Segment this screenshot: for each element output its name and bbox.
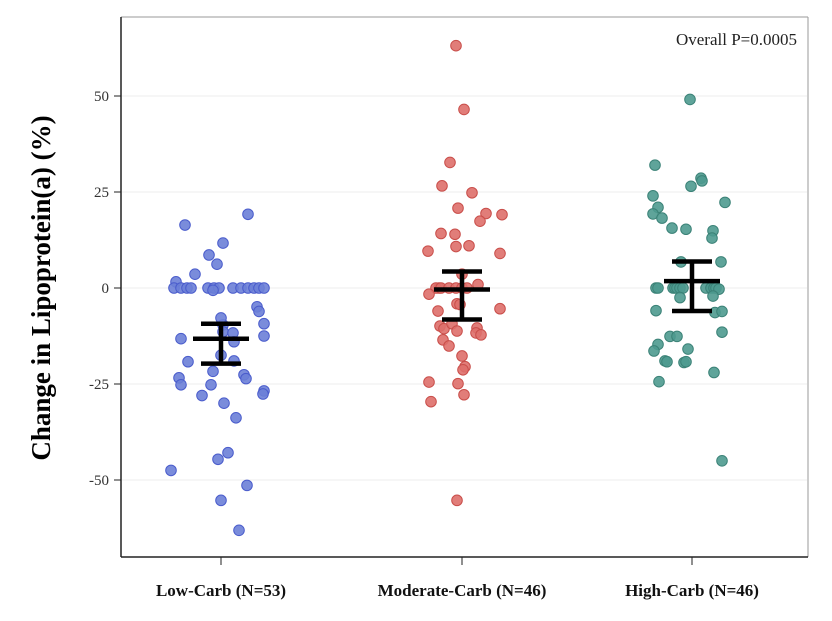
data-point-moderate-carb bbox=[475, 329, 487, 341]
error-bars bbox=[193, 259, 720, 366]
data-point-low-carb bbox=[175, 332, 187, 345]
data-point-moderate-carb bbox=[480, 207, 492, 220]
data-point-high-carb bbox=[652, 282, 664, 294]
data-point-low-carb bbox=[218, 397, 230, 410]
y-tick-label: -25 bbox=[89, 377, 109, 393]
data-point-high-carb bbox=[716, 305, 728, 318]
data-point-moderate-carb bbox=[422, 245, 434, 257]
data-point-high-carb bbox=[677, 282, 689, 294]
data-point-high-carb bbox=[650, 304, 662, 317]
data-point-high-carb bbox=[680, 223, 692, 236]
data-point-moderate-carb bbox=[435, 227, 447, 240]
data-point-moderate-carb bbox=[436, 180, 448, 192]
data-point-low-carb bbox=[165, 464, 177, 477]
data-point-moderate-carb bbox=[432, 305, 444, 317]
data-point-low-carb bbox=[203, 249, 215, 261]
data-point-low-carb bbox=[217, 237, 229, 249]
plot-frame bbox=[120, 16, 809, 558]
data-point-low-carb bbox=[196, 389, 208, 402]
data-point-high-carb bbox=[716, 455, 728, 467]
data-point-moderate-carb bbox=[449, 228, 461, 241]
y-tick-label: -50 bbox=[89, 473, 109, 489]
data-point-low-carb bbox=[233, 524, 245, 537]
data-point-moderate-carb bbox=[496, 208, 508, 221]
data-point-high-carb bbox=[707, 290, 719, 302]
data-point-low-carb bbox=[207, 365, 219, 378]
data-point-moderate-carb bbox=[494, 247, 506, 260]
data-point-moderate-carb bbox=[450, 240, 462, 253]
data-point-low-carb bbox=[205, 378, 217, 391]
data-point-high-carb bbox=[649, 159, 661, 171]
data-point-low-carb bbox=[179, 219, 191, 231]
y-tick-label: 50 bbox=[94, 89, 109, 105]
data-point-high-carb bbox=[685, 180, 697, 193]
data-point-high-carb bbox=[684, 93, 696, 106]
data-point-low-carb bbox=[241, 479, 253, 492]
data-point-high-carb bbox=[671, 330, 683, 343]
data-point-high-carb bbox=[680, 355, 692, 368]
data-points bbox=[165, 39, 731, 537]
data-point-high-carb bbox=[706, 232, 718, 244]
data-point-low-carb bbox=[182, 355, 194, 368]
data-point-low-carb bbox=[230, 411, 242, 424]
y-axis-ticks: -50 -25 0 25 50 bbox=[89, 89, 121, 489]
data-point-high-carb bbox=[661, 355, 673, 368]
data-point-low-carb bbox=[258, 330, 270, 342]
data-point-high-carb bbox=[674, 291, 686, 304]
data-point-moderate-carb bbox=[444, 156, 456, 169]
data-point-moderate-carb bbox=[458, 103, 470, 116]
data-point-low-carb bbox=[189, 268, 201, 280]
data-point-low-carb bbox=[258, 282, 270, 294]
data-point-high-carb bbox=[647, 190, 659, 202]
data-point-moderate-carb bbox=[451, 494, 463, 507]
data-point-low-carb bbox=[240, 372, 252, 385]
x-tick-label: Moderate-Carb (N=46) bbox=[378, 581, 547, 600]
data-point-moderate-carb bbox=[451, 325, 463, 337]
y-axis-label: Change in Lipoprotein(a) (%) bbox=[26, 115, 56, 460]
y-tick-label: 25 bbox=[94, 185, 109, 201]
data-point-moderate-carb bbox=[452, 202, 464, 214]
data-point-moderate-carb bbox=[466, 186, 478, 199]
data-point-moderate-carb bbox=[443, 340, 455, 352]
data-point-high-carb bbox=[715, 256, 727, 268]
data-point-high-carb bbox=[666, 222, 678, 234]
data-point-low-carb bbox=[242, 208, 254, 221]
data-point-moderate-carb bbox=[456, 350, 468, 362]
data-point-low-carb bbox=[185, 282, 197, 294]
data-point-low-carb bbox=[175, 378, 187, 391]
data-point-low-carb bbox=[253, 305, 265, 318]
data-point-high-carb bbox=[648, 345, 660, 357]
data-point-high-carb bbox=[656, 212, 668, 224]
data-point-moderate-carb bbox=[494, 302, 506, 315]
data-point-low-carb bbox=[215, 494, 227, 507]
data-point-high-carb bbox=[716, 326, 728, 338]
data-point-moderate-carb bbox=[452, 377, 464, 390]
x-tick-label: Low-Carb (N=53) bbox=[156, 581, 286, 600]
data-point-moderate-carb bbox=[425, 395, 437, 408]
data-point-high-carb bbox=[696, 175, 708, 187]
data-point-high-carb bbox=[682, 343, 694, 355]
y-tick-label: 0 bbox=[102, 281, 110, 297]
data-point-low-carb bbox=[258, 317, 270, 330]
data-point-low-carb bbox=[207, 284, 219, 297]
data-point-high-carb bbox=[653, 375, 665, 388]
data-point-moderate-carb bbox=[457, 363, 469, 376]
data-point-moderate-carb bbox=[423, 376, 435, 388]
data-point-moderate-carb bbox=[463, 239, 475, 252]
data-point-low-carb bbox=[222, 446, 234, 459]
data-point-low-carb bbox=[211, 258, 223, 270]
data-point-high-carb bbox=[719, 196, 731, 209]
data-point-low-carb bbox=[257, 388, 269, 400]
data-point-low-carb bbox=[212, 453, 224, 466]
data-point-moderate-carb bbox=[458, 388, 470, 401]
overall-p-value-annotation: Overall P=0.0005 bbox=[676, 30, 797, 49]
data-point-moderate-carb bbox=[423, 288, 435, 300]
x-tick-label: High-Carb (N=46) bbox=[625, 581, 759, 600]
data-point-high-carb bbox=[708, 366, 720, 379]
x-axis-ticks: Low-Carb (N=53) Moderate-Carb (N=46) High-… bbox=[156, 557, 759, 600]
data-point-moderate-carb bbox=[474, 215, 486, 227]
data-point-moderate-carb bbox=[450, 39, 462, 52]
